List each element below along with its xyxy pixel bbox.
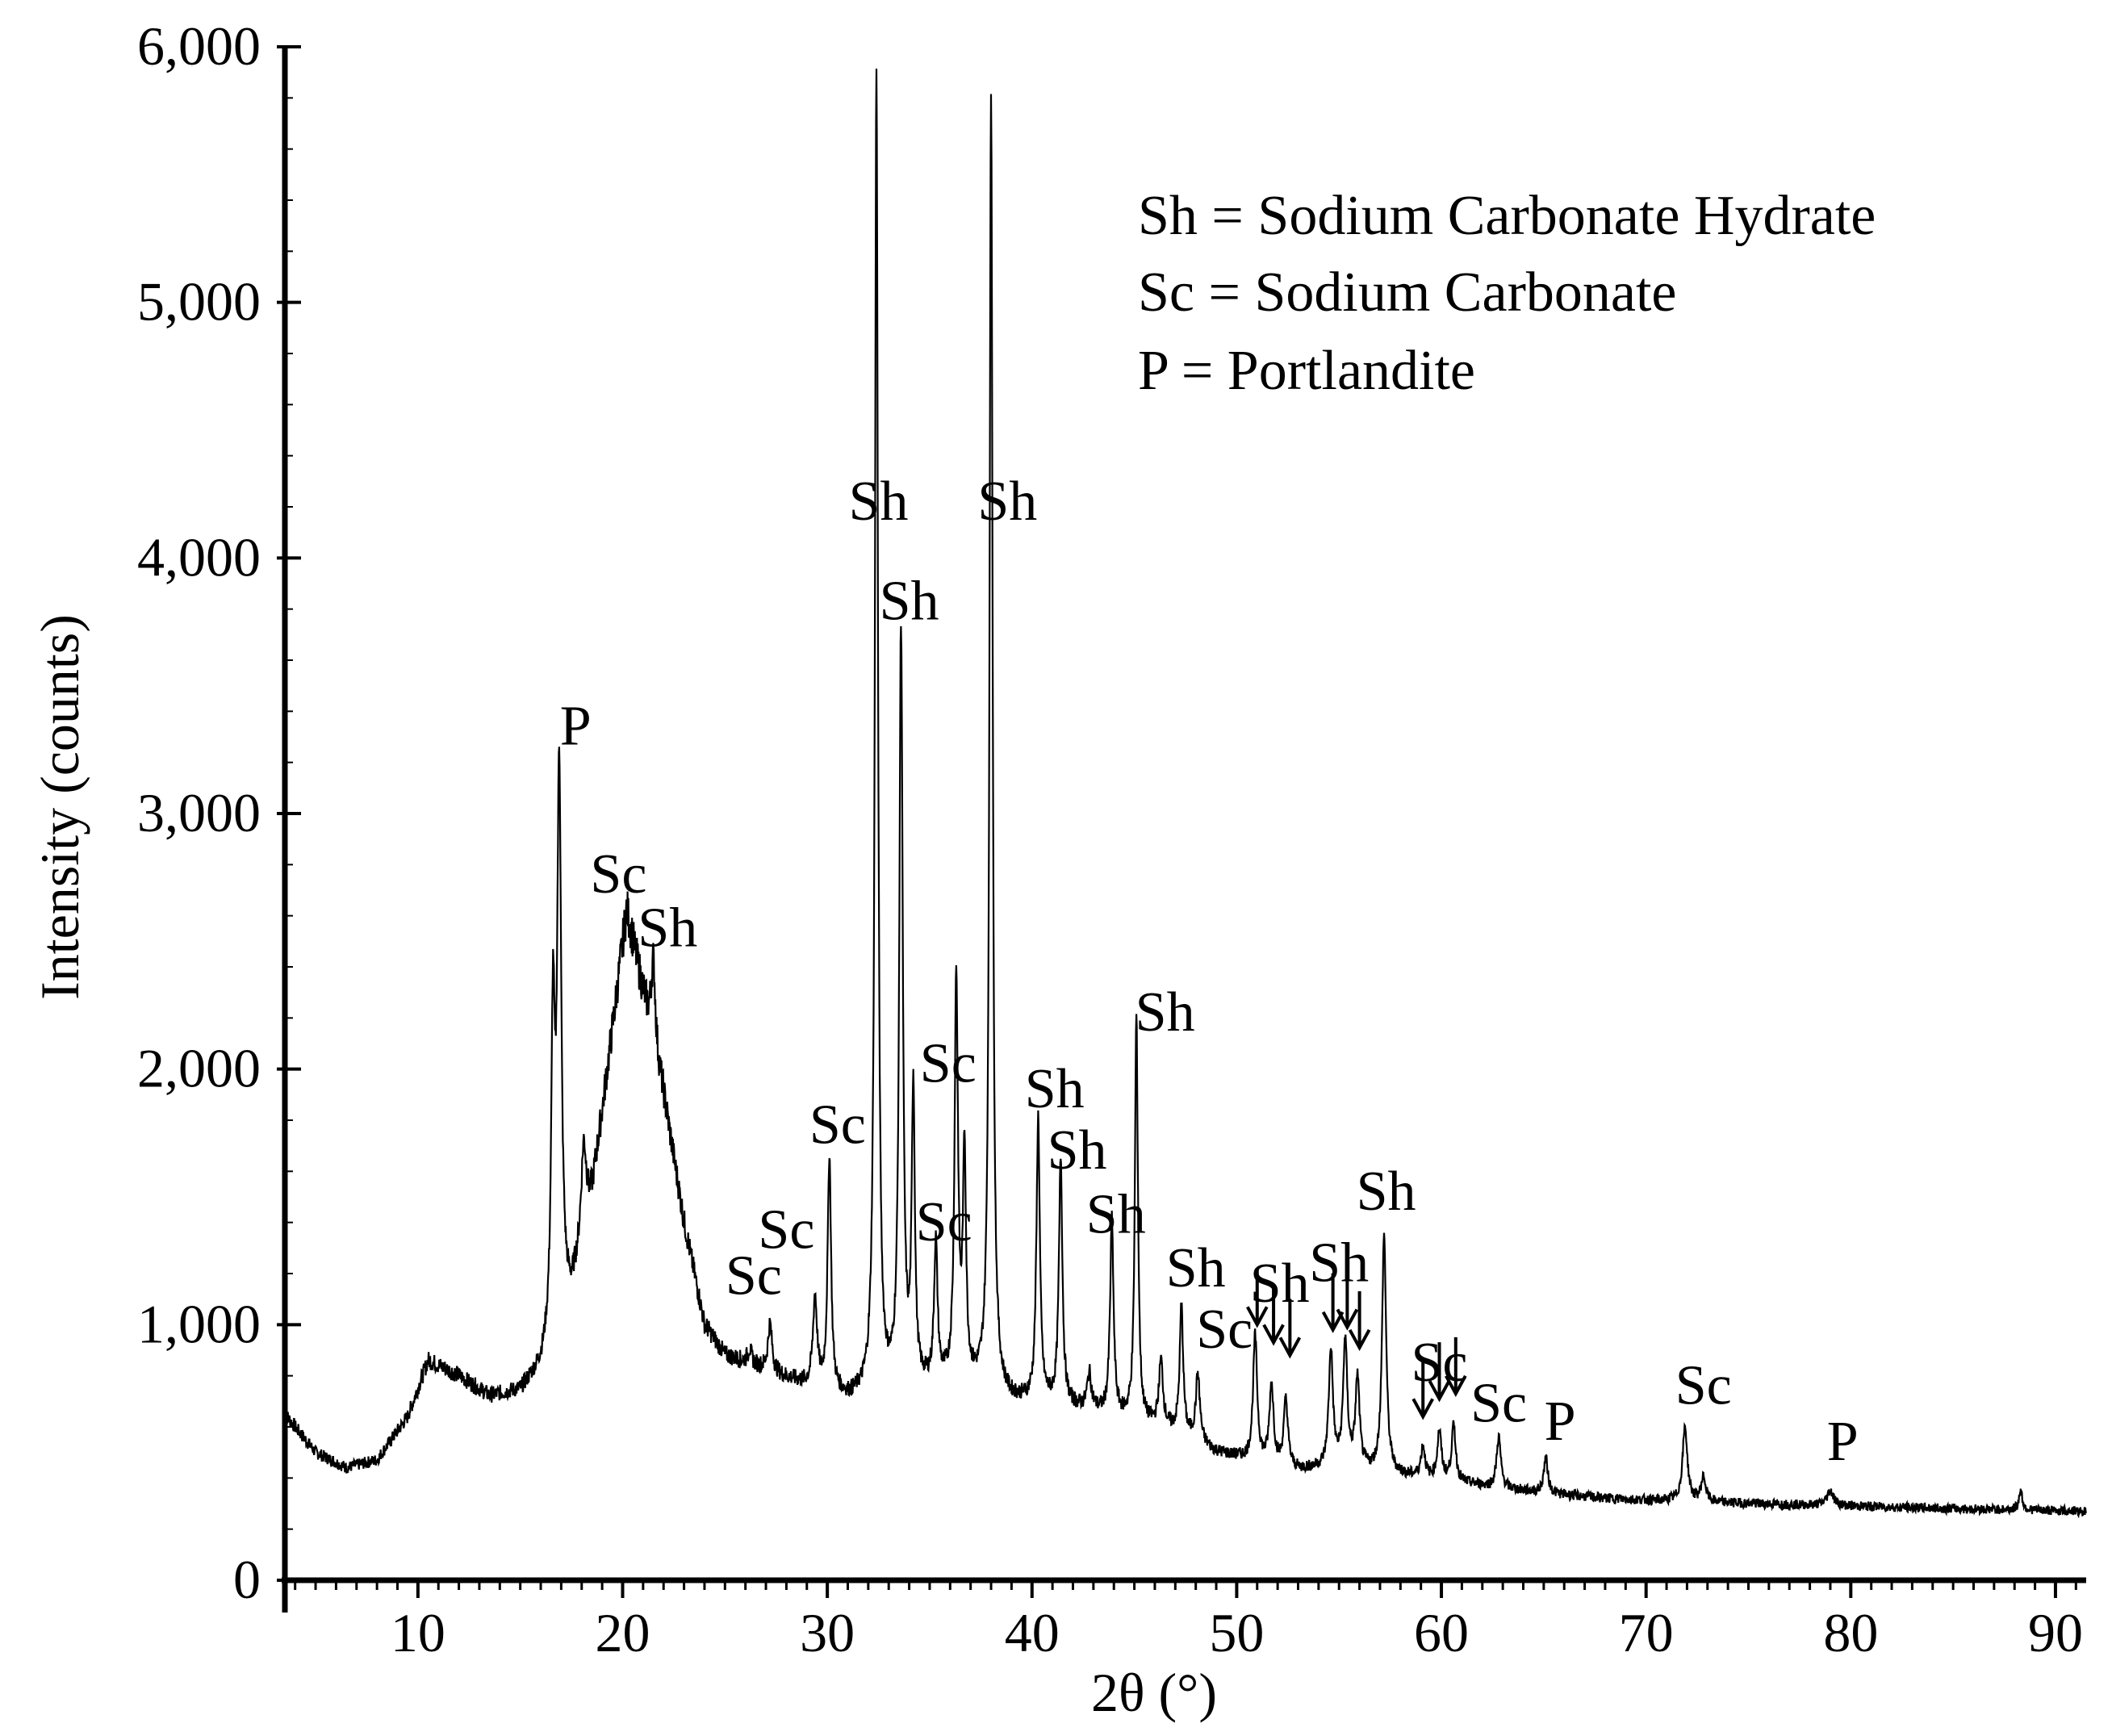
peak-label-sc: Sc xyxy=(1196,1299,1253,1361)
x-tick-label: 70 xyxy=(1619,1602,1674,1663)
peak-label-sh: Sh xyxy=(849,471,909,533)
peak-label-sc: Sc xyxy=(916,1191,972,1253)
peak-label-sh: Sh xyxy=(1166,1237,1226,1299)
arrow-head xyxy=(1336,1308,1359,1331)
peak-label-sh: Sh xyxy=(1048,1119,1107,1182)
peak-label-sh: Sh xyxy=(1025,1058,1085,1120)
peak-label-p: P xyxy=(1827,1411,1859,1473)
x-tick-label: 90 xyxy=(2028,1602,2083,1663)
down-arrow-icon xyxy=(1262,1286,1285,1346)
peak-label-sh: Sh xyxy=(1086,1183,1146,1245)
x-tick-label: 40 xyxy=(1005,1602,1060,1663)
down-arrow-icon xyxy=(1411,1360,1434,1420)
y-axis-title: Intensity (counts) xyxy=(29,614,90,1000)
down-arrow-icon xyxy=(1428,1342,1451,1403)
arrow-head xyxy=(1246,1306,1269,1328)
down-arrow-icon xyxy=(1321,1273,1345,1333)
down-arrow-icon xyxy=(1348,1290,1371,1352)
peak-label-p: P xyxy=(560,696,592,758)
down-arrow-icon xyxy=(1278,1299,1302,1359)
arrow-head xyxy=(1321,1311,1345,1333)
down-arrow-icon xyxy=(1246,1268,1269,1328)
legend-entry-sh: Sh = Sodium Carbonate Hydrate xyxy=(1138,185,1876,247)
axis-ticks: 10 20 30 40 50 60 70 80 90 0 1,000 2,000 3,000 4,000 5… xyxy=(137,15,2083,1663)
peak-label-sc: Sc xyxy=(1470,1373,1527,1435)
peak-label-sh: Sh xyxy=(638,897,697,960)
arrow-head xyxy=(1411,1398,1434,1420)
x-tick-label: 10 xyxy=(391,1602,445,1663)
legend: Sh = Sodium Carbonate Hydrate Sc = Sodiu… xyxy=(1138,185,1876,402)
x-tick-label: 20 xyxy=(596,1602,650,1663)
peak-label-sh: Sh xyxy=(1309,1232,1369,1295)
y-tick-label: 4,000 xyxy=(137,526,261,588)
arrow-head xyxy=(1348,1328,1371,1352)
arrow-head xyxy=(1428,1380,1451,1403)
xrd-pattern-line xyxy=(284,69,2088,1519)
arrow-head xyxy=(1262,1324,1285,1346)
y-tick-label: 3,000 xyxy=(137,782,261,843)
peak-arrows xyxy=(1246,1268,1467,1420)
x-tick-label: 60 xyxy=(1414,1602,1469,1663)
peak-label-sc: Sc xyxy=(758,1198,814,1261)
arrow-head xyxy=(1445,1374,1467,1398)
peak-label-sh: Sh xyxy=(977,471,1037,533)
peak-label-sh: Sh xyxy=(1357,1161,1416,1223)
y-tick-label: 0 xyxy=(233,1549,261,1610)
y-tick-label: 1,000 xyxy=(137,1293,261,1354)
legend-entry-sc: Sc = Sodium Carbonate xyxy=(1138,261,1676,324)
x-tick-label: 30 xyxy=(800,1602,855,1663)
down-arrow-icon xyxy=(1336,1270,1359,1331)
x-tick-label: 80 xyxy=(1823,1602,1878,1663)
arrow-head xyxy=(1278,1337,1302,1359)
y-tick-label: 2,000 xyxy=(137,1038,261,1099)
peak-label-sc: Sc xyxy=(920,1033,977,1095)
y-tick-label: 6,000 xyxy=(137,15,261,77)
legend-entry-p: P = Portlandite xyxy=(1138,340,1475,402)
down-arrow-icon xyxy=(1445,1337,1467,1398)
x-tick-label: 50 xyxy=(1209,1602,1264,1663)
peak-label-sc: Sc xyxy=(809,1094,866,1157)
y-tick-label: 5,000 xyxy=(137,271,261,333)
peak-label-sc: Sc xyxy=(590,843,646,906)
peak-label-sh: Sh xyxy=(1250,1253,1310,1315)
peak-label-sh: Sh xyxy=(1135,981,1195,1044)
peak-label-p: P xyxy=(1545,1391,1576,1453)
peak-label-sc: Sc xyxy=(1675,1355,1732,1417)
peak-label-sh: Sh xyxy=(880,570,939,632)
peak-label-sc: Sc xyxy=(726,1244,782,1307)
x-axis-title: 2θ (°) xyxy=(1091,1662,1217,1723)
